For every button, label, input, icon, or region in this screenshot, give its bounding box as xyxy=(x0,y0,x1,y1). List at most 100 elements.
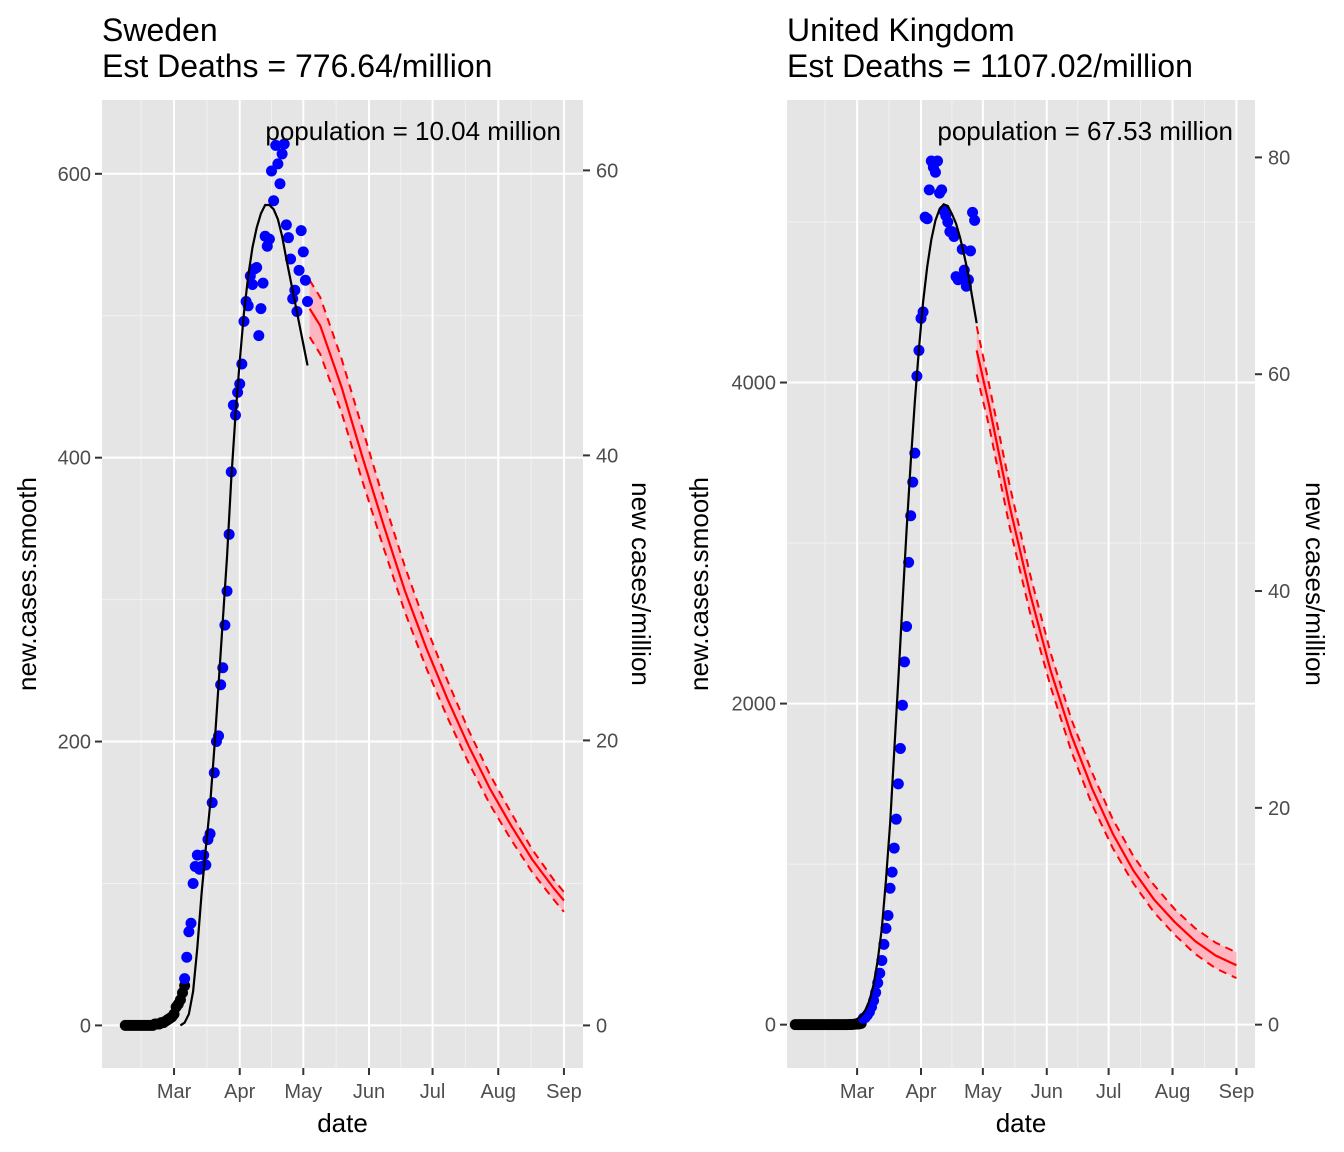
y-tick-label: 200 xyxy=(58,732,91,754)
x-tick-label: Jun xyxy=(353,1081,385,1103)
observed-data-point xyxy=(183,926,195,938)
y2-tick-label: 80 xyxy=(1268,147,1290,169)
population-annotation: population = 10.04 million xyxy=(265,116,561,146)
observed-data-point xyxy=(251,261,263,273)
y-axis-title: new.cases.smooth xyxy=(684,477,714,691)
forecast-upper-line xyxy=(308,279,565,893)
y-tick-label: 400 xyxy=(58,448,91,470)
observed-data-point xyxy=(921,213,933,225)
observed-data-point xyxy=(948,230,960,242)
x-tick-label: Aug xyxy=(1155,1081,1191,1103)
forecast-upper-line xyxy=(975,326,1237,954)
x-tick-label: May xyxy=(964,1081,1002,1103)
observed-data-point xyxy=(894,743,906,755)
title-est-deaths: Est Deaths = 776.64/million xyxy=(102,48,493,84)
y2-axis-title: new cases/million xyxy=(626,482,656,686)
observed-data-point xyxy=(270,139,282,151)
observed-data-point xyxy=(942,216,954,228)
observed-data-point xyxy=(253,330,265,342)
forecast-lower-line xyxy=(975,374,1237,980)
forecast-mid-line xyxy=(308,308,565,902)
observed-data-point xyxy=(185,917,197,929)
y2-tick-label: 40 xyxy=(596,445,618,467)
y2-tick-label: 20 xyxy=(596,730,618,752)
y2-tick-label: 0 xyxy=(596,1015,607,1037)
observed-data-point xyxy=(276,148,288,160)
observed-data-point xyxy=(221,585,233,597)
y-tick-label: 0 xyxy=(80,1015,91,1037)
observed-data-point xyxy=(901,621,913,633)
x-tick-label: Mar xyxy=(840,1081,875,1103)
observed-data-point xyxy=(899,656,911,668)
observed-data-point xyxy=(297,246,309,258)
title-country: Sweden xyxy=(102,12,218,48)
observed-data-point xyxy=(257,277,269,289)
forecast-band xyxy=(309,280,564,912)
x-tick-label: Jul xyxy=(1096,1081,1122,1103)
plot-background xyxy=(102,100,583,1068)
x-tick-label: Jun xyxy=(1031,1081,1063,1103)
observed-data-point xyxy=(882,909,894,921)
x-tick-label: Mar xyxy=(157,1081,192,1103)
observed-data-point xyxy=(263,233,275,245)
y-tick-label: 2000 xyxy=(732,694,777,716)
observed-data-point xyxy=(274,178,286,190)
observed-data-point xyxy=(236,358,248,370)
observed-data-point xyxy=(187,877,199,889)
y-axis-title: new.cases.smooth xyxy=(12,477,42,691)
observed-data-point xyxy=(280,219,292,231)
observed-data-point xyxy=(886,866,898,878)
plot-background xyxy=(787,100,1255,1068)
observed-data-point xyxy=(234,378,246,390)
y-tick-label: 0 xyxy=(765,1015,776,1037)
observed-data-point xyxy=(272,158,284,170)
chart-title-sweden: Sweden Est Deaths = 776.64/million xyxy=(102,12,492,84)
y-tick-label: 600 xyxy=(58,164,91,186)
observed-data-point xyxy=(888,842,900,854)
observed-data-point xyxy=(282,232,294,244)
x-tick-label: Aug xyxy=(480,1081,516,1103)
y2-axis-title: new cases/million xyxy=(1300,482,1330,686)
y2-tick-label: 20 xyxy=(1268,798,1290,820)
observed-data-point xyxy=(293,264,305,276)
x-tick-label: Jul xyxy=(420,1081,446,1103)
observed-data-point xyxy=(255,303,267,315)
x-tick-label: Sep xyxy=(1219,1081,1255,1103)
observed-data-point xyxy=(299,274,311,286)
y-tick-label: 4000 xyxy=(732,373,777,395)
x-axis-title: date xyxy=(317,1108,368,1138)
chart-panel-0: population = 10.04 million Mar Apr May Jun Ju… xyxy=(12,100,656,1138)
observed-data-point xyxy=(206,797,218,809)
forecast-mid-line xyxy=(975,350,1237,967)
x-tick-label: Apr xyxy=(905,1081,936,1103)
y2-tick-label: 60 xyxy=(1268,364,1290,386)
observed-data-point xyxy=(890,813,902,825)
forecast-lower-line xyxy=(308,336,565,913)
observed-data-point xyxy=(181,951,193,963)
observed-data-point xyxy=(923,184,935,196)
chart-panel-1: population = 67.53 million Mar Apr May Jun Ju… xyxy=(684,100,1330,1138)
observed-data-point xyxy=(964,245,976,257)
chart-title-united-kingdom: United Kingdom Est Deaths = 1107.02/mill… xyxy=(787,12,1193,84)
observed-data-point xyxy=(929,166,941,178)
observed-data-point xyxy=(268,195,280,207)
title-est-deaths: Est Deaths = 1107.02/million xyxy=(787,48,1193,84)
observed-data-point xyxy=(215,679,227,691)
y2-tick-label: 60 xyxy=(596,160,618,182)
population-annotation: population = 67.53 million xyxy=(937,116,1233,146)
observed-data-point xyxy=(932,155,944,167)
observed-data-point xyxy=(179,973,191,985)
observed-data-point xyxy=(246,279,258,291)
x-axis-title: date xyxy=(996,1108,1047,1138)
y2-tick-label: 40 xyxy=(1268,581,1290,603)
observed-data-point xyxy=(884,882,896,894)
observed-data-point xyxy=(200,859,212,871)
observed-data-point xyxy=(278,138,290,150)
title-country: United Kingdom xyxy=(787,12,1015,48)
observed-data-point xyxy=(219,619,231,631)
observed-data-point xyxy=(892,778,904,790)
observed-data-point xyxy=(936,184,948,196)
observed-data-point xyxy=(969,214,981,226)
